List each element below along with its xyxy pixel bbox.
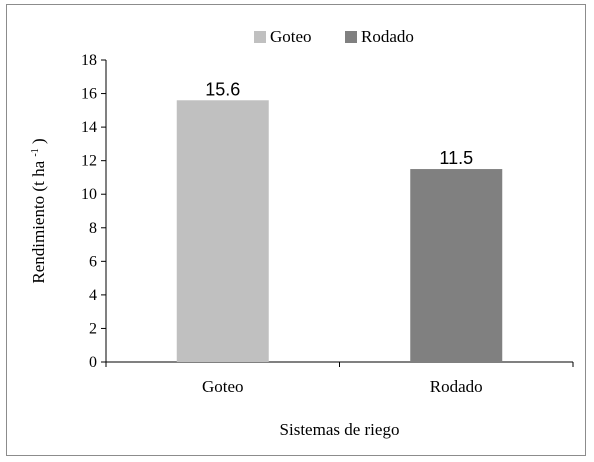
y-tick-label: 0 [89,354,97,371]
y-tick-label: 4 [89,287,97,304]
y-ticks: 0 2 4 6 8 10 12 14 16 18 [81,52,106,371]
bar-value-label: 15.6 [205,79,240,99]
legend-label-rodado: Rodado [361,27,414,46]
bar-goteo [176,100,269,363]
x-category-label: Goteo [202,377,244,396]
bar-value-label: 11.5 [439,148,473,168]
x-ticks [105,362,574,367]
y-tick-label: 6 [89,253,97,270]
y-axis-title-superscript: -1 [30,148,41,156]
x-category-labels: Goteo Rodado [202,377,483,396]
bar-rodado [410,169,503,362]
x-axis-title: Sistemas de riego [280,420,400,439]
y-axis-title-main: Rendimiento (t ha [29,160,48,283]
y-tick-label: 10 [81,186,97,203]
y-tick-label: 14 [81,119,97,136]
legend-label-goteo: Goteo [270,27,312,46]
y-tick-label: 18 [81,52,97,69]
y-axis-title: Rendimiento (t ha -1 ) [23,138,48,283]
y-tick-label: 8 [89,220,97,237]
x-category-label: Rodado [430,377,483,396]
y-axis-title-close: ) [29,138,48,144]
y-tick-label: 16 [81,86,97,103]
bar-value-labels: 15.6 11.5 [205,79,473,168]
legend: Goteo Rodado [254,27,414,46]
legend-swatch-rodado [345,31,357,43]
bars [176,100,503,363]
legend-swatch-goteo [254,31,266,43]
y-tick-label: 2 [89,320,97,337]
y-tick-label: 12 [81,153,97,170]
